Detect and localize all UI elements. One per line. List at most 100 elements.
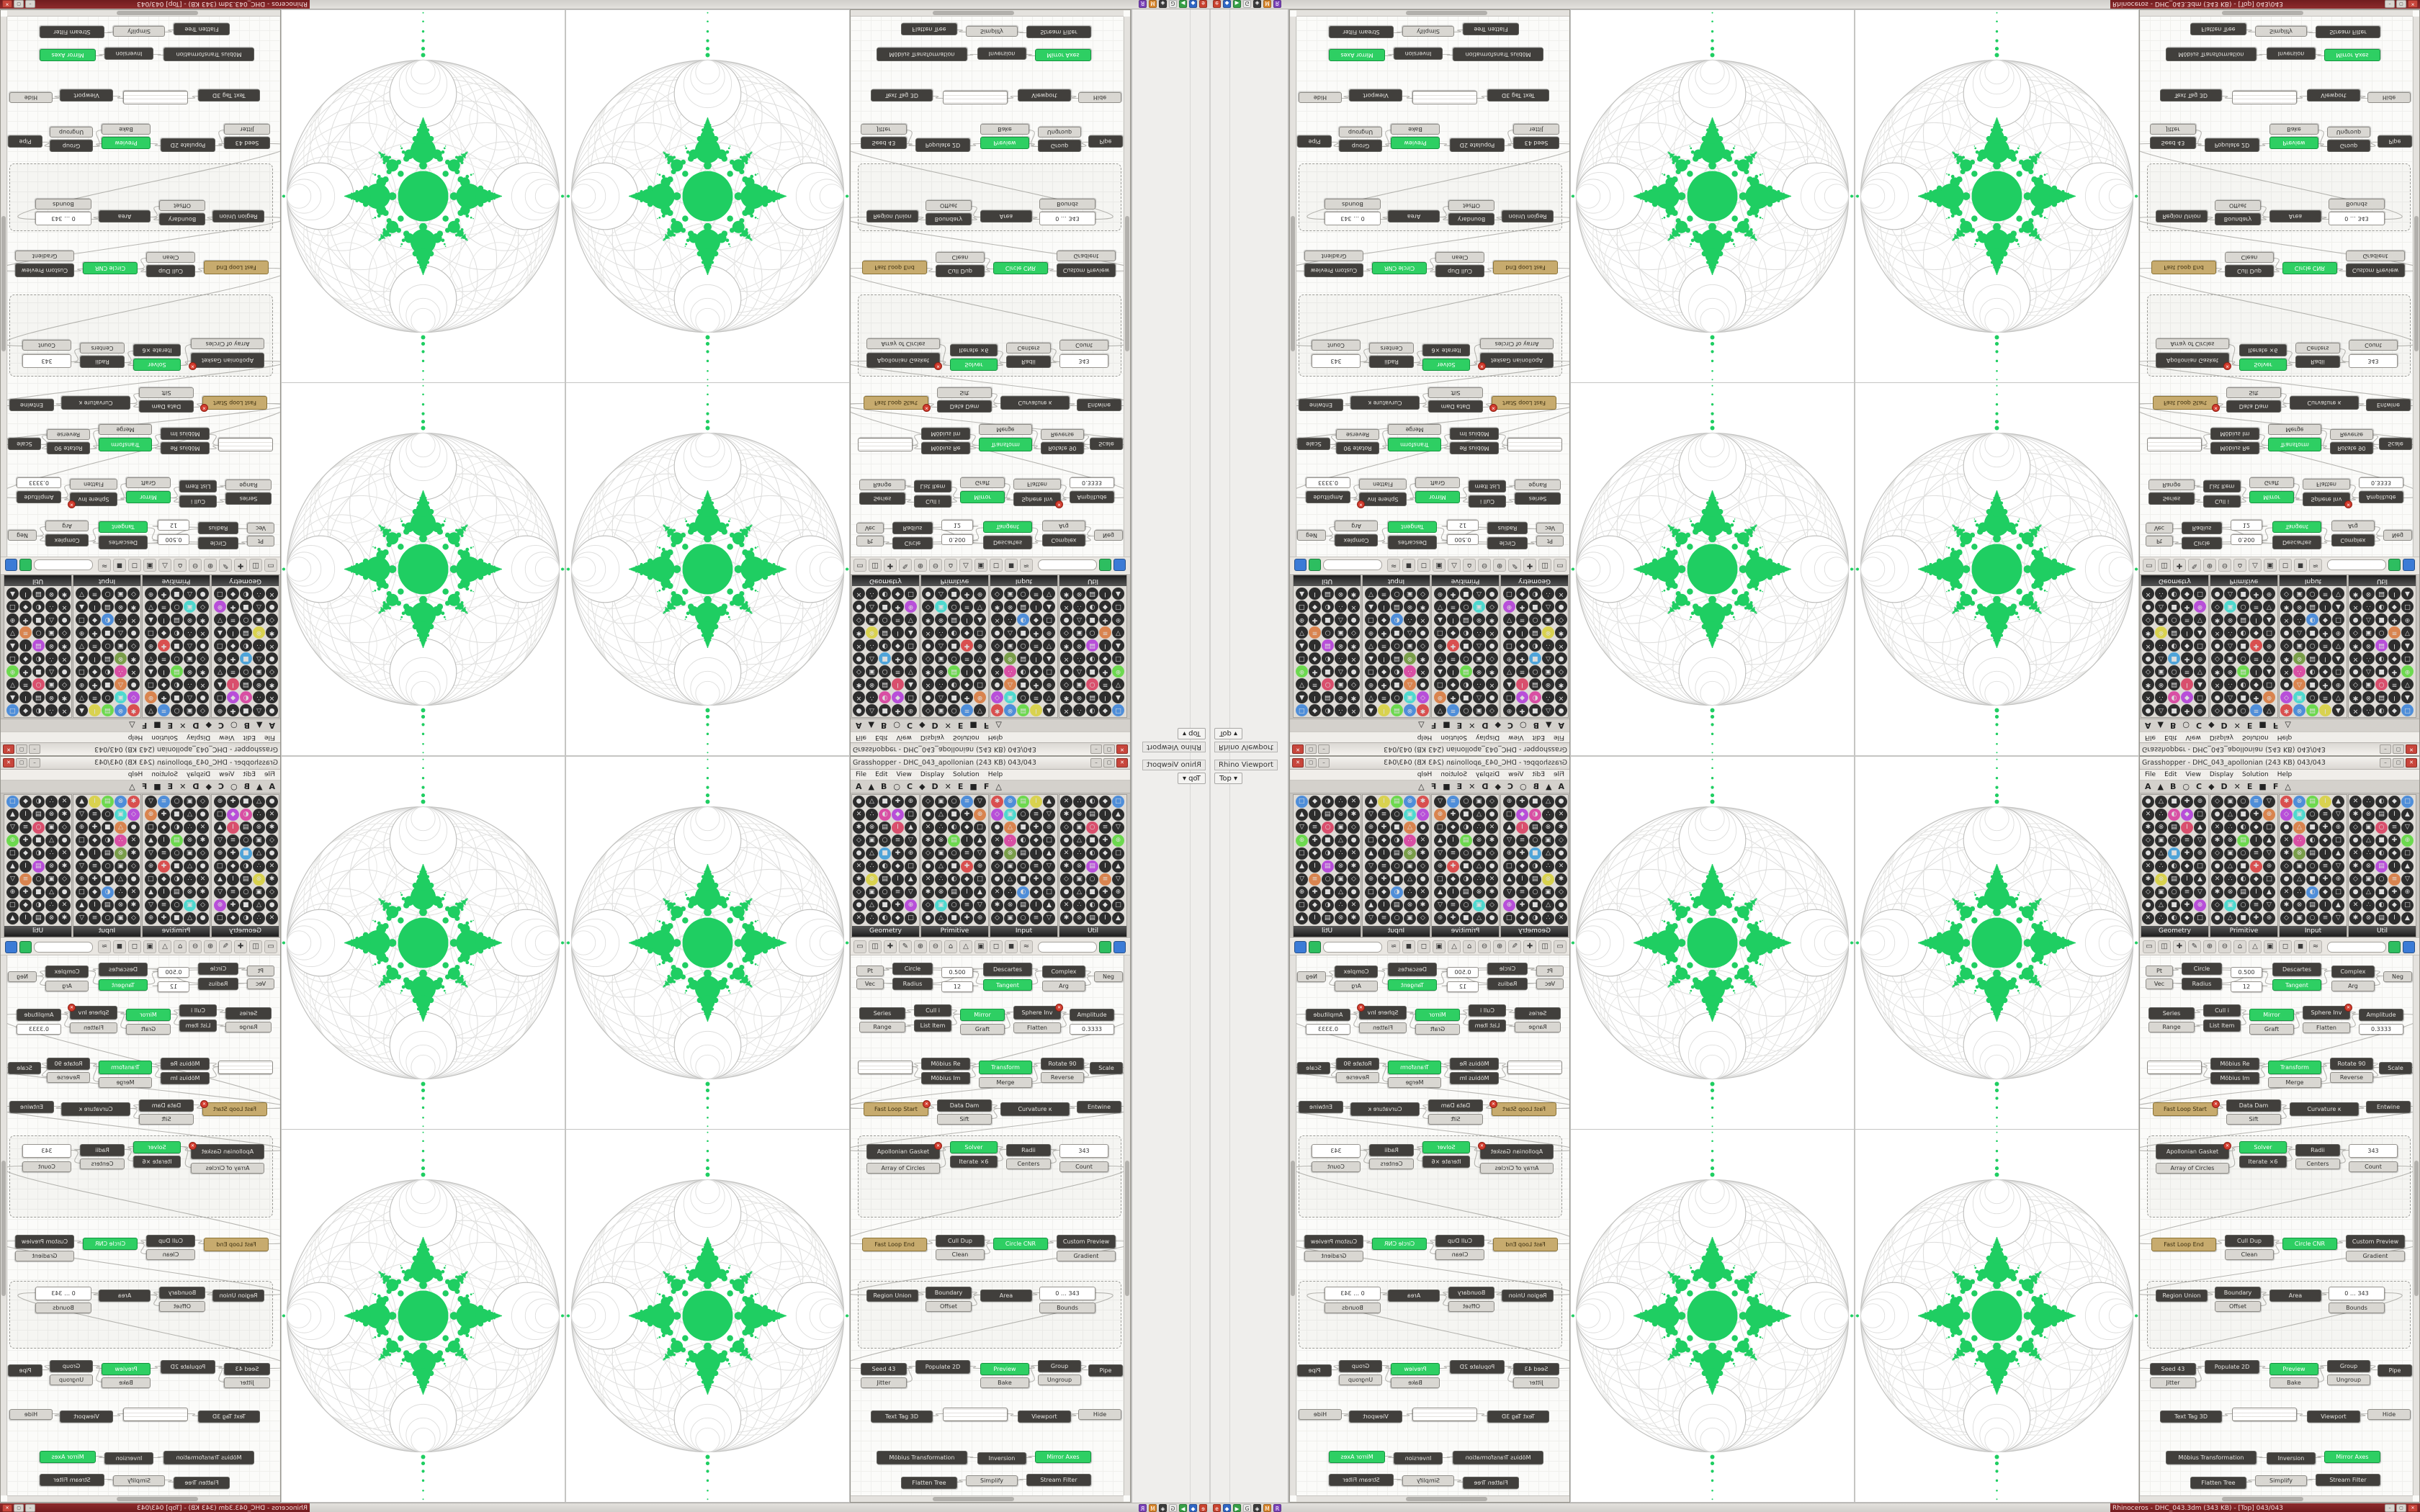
component-icon[interactable]: △ — [1404, 678, 1416, 690]
gh-node[interactable]: Merge — [979, 424, 1032, 435]
component-icon[interactable]: ∴ — [935, 873, 947, 886]
component-icon[interactable]: ◐ — [2237, 873, 2249, 886]
component-icon[interactable]: ▤ — [240, 822, 252, 834]
component-icon[interactable]: ▣ — [2224, 652, 2236, 665]
component-icon[interactable]: △ — [2293, 626, 2305, 639]
component-icon[interactable]: ○ — [948, 847, 960, 860]
component-icon[interactable]: △ — [2293, 873, 2305, 886]
palette-tab[interactable]: △ — [129, 721, 135, 730]
gh-node[interactable]: Descartes — [983, 536, 1032, 549]
component-icon[interactable]: ● — [853, 652, 865, 665]
component-icon[interactable]: ⊗ — [1073, 639, 1085, 652]
component-icon[interactable]: ✱ — [2142, 626, 2154, 639]
toolbar-icon-0[interactable]: ▭ — [2143, 559, 2156, 572]
component-icon[interactable]: ◆ — [158, 626, 170, 639]
gh-node[interactable]: Cull Dup — [1435, 265, 1484, 277]
component-icon[interactable]: ▽ — [76, 912, 88, 924]
component-icon[interactable]: ◇ — [2142, 886, 2154, 899]
component-icon[interactable]: ◆ — [19, 704, 32, 716]
component-icon[interactable]: ▣ — [2362, 822, 2375, 834]
component-icon[interactable]: ▽ — [2332, 860, 2344, 873]
scrollbar-thumb[interactable] — [1, 216, 6, 351]
palette-tab[interactable]: ▲ — [2157, 782, 2164, 791]
component-icon[interactable]: ○ — [1529, 886, 1541, 899]
gh-node[interactable]: Radius — [892, 522, 933, 534]
component-icon[interactable]: I — [1309, 639, 1321, 652]
component-icon[interactable]: ● — [1486, 691, 1498, 703]
gh-node[interactable]: Entwine — [9, 399, 54, 411]
component-icon[interactable]: ∴ — [2224, 873, 2236, 886]
close-icon[interactable]: ✕ — [2408, 1504, 2418, 1512]
gh-node[interactable]: Pipe — [2378, 1364, 2412, 1377]
gh-node[interactable]: Cull Dup — [1435, 1235, 1484, 1247]
component-icon[interactable]: ■ — [1322, 613, 1334, 626]
component-icon[interactable]: ◐ — [2375, 704, 2388, 716]
component-icon[interactable]: ▤ — [2306, 704, 2318, 716]
gh-node[interactable]: Bake — [1391, 124, 1440, 135]
component-icon[interactable]: I — [2319, 704, 2331, 716]
gh-node[interactable] — [1412, 1408, 1477, 1421]
gh-node[interactable]: Inversion — [1394, 48, 1443, 60]
component-icon[interactable]: ◇ — [1417, 639, 1429, 652]
component-icon[interactable]: ✚ — [1447, 860, 1459, 873]
component-icon[interactable]: ▽ — [145, 847, 157, 860]
component-icon[interactable]: ■ — [879, 796, 891, 808]
vertical-scrollbar[interactable] — [1124, 17, 1130, 557]
component-icon[interactable]: ▣ — [253, 834, 265, 847]
gh-node[interactable]: Range — [1515, 480, 1561, 490]
component-icon[interactable]: ○ — [240, 613, 252, 626]
component-icon[interactable]: ∴ — [2155, 691, 2167, 703]
component-icon[interactable]: ✚ — [2319, 873, 2331, 886]
component-icon[interactable]: △ — [2224, 588, 2236, 600]
toolbar-icon-7[interactable]: △ — [959, 940, 972, 953]
component-icon[interactable]: ▲ — [6, 691, 19, 703]
gh-node[interactable]: Offset — [926, 1301, 972, 1312]
component-icon[interactable]: ∴ — [1473, 678, 1485, 690]
component-icon[interactable]: ○ — [1460, 600, 1472, 613]
component-icon[interactable]: ▤ — [1017, 899, 1029, 912]
component-icon[interactable]: ◐ — [240, 912, 252, 924]
component-icon[interactable]: ○ — [2237, 847, 2249, 860]
palette-group-label[interactable]: Util — [4, 575, 71, 586]
component-icon[interactable]: ⊕ — [1434, 691, 1446, 703]
gh-node[interactable]: Pipe — [8, 135, 42, 148]
palette-tab[interactable]: ◆ — [1494, 782, 1501, 791]
component-icon[interactable]: ■ — [1322, 886, 1334, 899]
component-icon[interactable]: ⊗ — [1073, 912, 1085, 924]
component-icon[interactable]: ≡ — [1030, 860, 1042, 873]
component-icon[interactable]: ◆ — [1447, 626, 1459, 639]
palette-group-label[interactable]: Util — [1294, 926, 1361, 937]
component-icon[interactable]: ≡ — [227, 613, 239, 626]
component-icon[interactable]: ● — [266, 600, 278, 613]
component-icon[interactable]: ✕ — [266, 691, 278, 703]
component-icon[interactable]: I — [1099, 809, 1111, 821]
gh-node[interactable]: Bounds — [35, 1302, 91, 1313]
component-icon[interactable]: ✕ — [58, 652, 71, 665]
palette-tab[interactable]: ○ — [2182, 721, 2190, 730]
component-icon[interactable]: ■ — [171, 588, 183, 600]
toolbar-icon-0[interactable]: ▭ — [853, 940, 866, 953]
component-icon[interactable]: ⊗ — [2155, 678, 2167, 690]
toolbar-icon-8[interactable]: ▣ — [2264, 559, 2277, 572]
component-icon[interactable]: I — [2181, 873, 2193, 886]
gh-node[interactable]: 343 — [1312, 1144, 1361, 1158]
component-icon[interactable]: ▲ — [2194, 626, 2206, 639]
component-icon[interactable]: ● — [2280, 822, 2293, 834]
component-icon[interactable]: ● — [1486, 860, 1498, 873]
palette-group-label[interactable]: Util — [1059, 575, 1126, 586]
component-icon[interactable]: ● — [1060, 613, 1072, 626]
gh-node[interactable]: Series — [2148, 1007, 2195, 1020]
gh-node[interactable]: Curvature κ — [61, 396, 130, 410]
gh-node[interactable]: List Item — [1469, 480, 1506, 492]
gh-node[interactable]: Seed 43 — [861, 137, 907, 149]
component-icon[interactable]: △ — [2293, 822, 2305, 834]
component-icon[interactable]: ● — [2142, 652, 2154, 665]
gh-node[interactable]: Fast Loop Start ✕ — [200, 396, 267, 412]
component-icon[interactable]: ▽ — [2194, 886, 2206, 899]
component-icon[interactable]: ▣ — [1473, 652, 1485, 665]
component-icon[interactable]: ⊕ — [6, 613, 19, 626]
component-icon[interactable]: ⊕ — [2332, 678, 2344, 690]
component-icon[interactable]: ∴ — [184, 822, 196, 834]
palette-tab[interactable]: C — [1507, 782, 1514, 791]
horizontal-scrollbar[interactable] — [7, 10, 280, 17]
